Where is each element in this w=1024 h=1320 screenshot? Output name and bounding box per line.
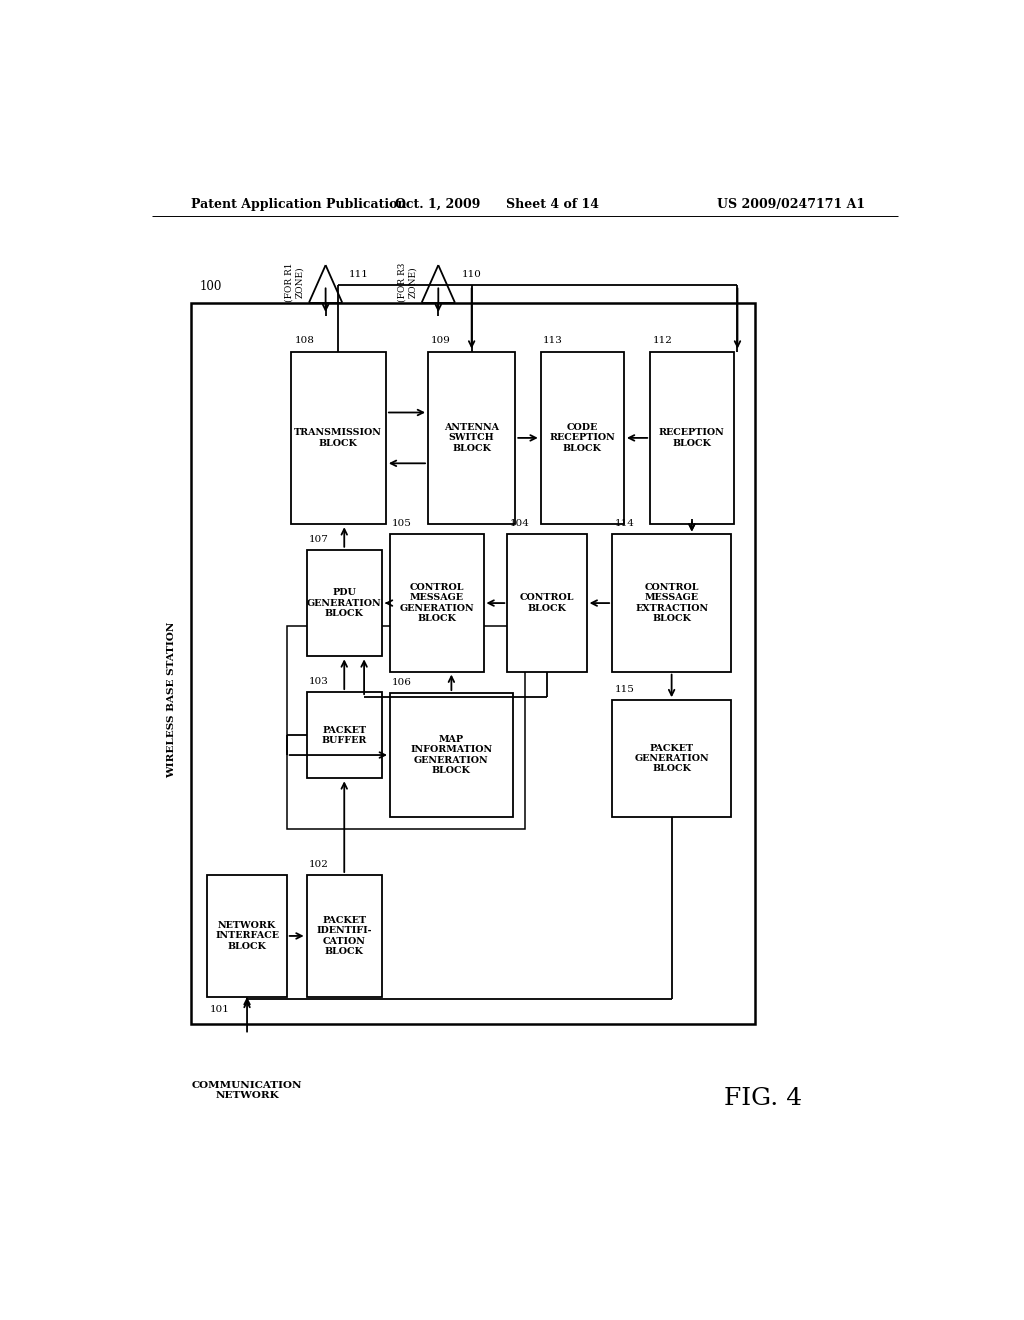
- Text: 104: 104: [510, 519, 529, 528]
- Bar: [390, 693, 513, 817]
- Bar: [287, 626, 524, 829]
- Text: 112: 112: [652, 337, 673, 346]
- Bar: [428, 351, 515, 524]
- Bar: [541, 351, 624, 524]
- Text: Oct. 1, 2009: Oct. 1, 2009: [395, 198, 480, 211]
- Text: 115: 115: [614, 685, 634, 694]
- Text: RECEPTION
BLOCK: RECEPTION BLOCK: [659, 428, 725, 447]
- Text: PACKET
BUFFER: PACKET BUFFER: [322, 726, 367, 744]
- Bar: [207, 875, 287, 997]
- Bar: [507, 535, 587, 672]
- Text: Patent Application Publication: Patent Application Publication: [191, 198, 407, 211]
- Text: (FOR R1
ZONE): (FOR R1 ZONE): [285, 263, 304, 302]
- Text: 108: 108: [295, 337, 314, 346]
- Text: 103: 103: [309, 677, 329, 686]
- Text: NETWORK
INTERFACE
BLOCK: NETWORK INTERFACE BLOCK: [215, 921, 279, 950]
- Text: 111: 111: [348, 271, 369, 280]
- Bar: [612, 535, 731, 672]
- Text: 100: 100: [200, 280, 222, 293]
- Text: CONTROL
BLOCK: CONTROL BLOCK: [520, 594, 574, 612]
- Text: PACKET
IDENTIFI-
CATION
BLOCK: PACKET IDENTIFI- CATION BLOCK: [316, 916, 372, 956]
- Text: 113: 113: [543, 337, 563, 346]
- Text: 105: 105: [392, 519, 412, 528]
- Text: PDU
GENERATION
BLOCK: PDU GENERATION BLOCK: [307, 589, 382, 618]
- Bar: [191, 302, 755, 1024]
- Bar: [306, 549, 382, 656]
- Text: 110: 110: [462, 271, 481, 280]
- Text: CONTROL
MESSAGE
GENERATION
BLOCK: CONTROL MESSAGE GENERATION BLOCK: [399, 583, 474, 623]
- Bar: [650, 351, 733, 524]
- Bar: [306, 692, 382, 779]
- Text: 101: 101: [210, 1005, 229, 1014]
- Text: 114: 114: [614, 519, 634, 528]
- Bar: [612, 700, 731, 817]
- Bar: [390, 535, 483, 672]
- Text: MAP
INFORMATION
GENERATION
BLOCK: MAP INFORMATION GENERATION BLOCK: [411, 735, 493, 775]
- Text: 102: 102: [309, 859, 329, 869]
- Bar: [291, 351, 386, 524]
- Text: COMMUNICATION
NETWORK: COMMUNICATION NETWORK: [191, 1081, 302, 1100]
- Text: ANTENNA
SWITCH
BLOCK: ANTENNA SWITCH BLOCK: [444, 422, 499, 453]
- Text: US 2009/0247171 A1: US 2009/0247171 A1: [717, 198, 864, 211]
- Text: PACKET
GENERATION
BLOCK: PACKET GENERATION BLOCK: [634, 743, 709, 774]
- Text: CODE
RECEPTION
BLOCK: CODE RECEPTION BLOCK: [550, 422, 615, 453]
- Text: CONTROL
MESSAGE
EXTRACTION
BLOCK: CONTROL MESSAGE EXTRACTION BLOCK: [635, 583, 709, 623]
- Text: 106: 106: [392, 678, 412, 686]
- Text: (FOR R3
ZONE): (FOR R3 ZONE): [397, 263, 417, 302]
- Bar: [306, 875, 382, 997]
- Text: TRANSMISSION
BLOCK: TRANSMISSION BLOCK: [294, 428, 382, 447]
- Text: 109: 109: [430, 337, 451, 346]
- Text: FIG. 4: FIG. 4: [724, 1088, 802, 1110]
- Text: WIRELESS BASE STATION: WIRELESS BASE STATION: [167, 622, 176, 777]
- Text: 107: 107: [309, 535, 329, 544]
- Text: Sheet 4 of 14: Sheet 4 of 14: [506, 198, 599, 211]
